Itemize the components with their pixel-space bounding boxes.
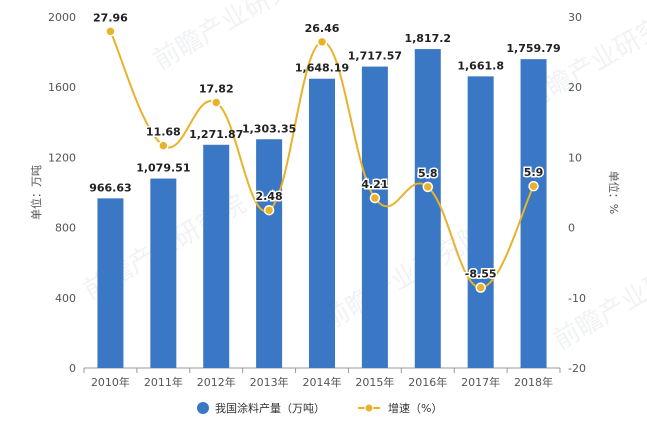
- x-tick-label: 2012年: [197, 375, 236, 389]
- line-series: [105, 26, 539, 293]
- line-point: [316, 36, 328, 48]
- legend-bar-label: 我国涂料产量（万吨）: [215, 401, 325, 415]
- bar: [150, 178, 177, 368]
- x-tick-label: 2010年: [91, 375, 130, 389]
- line-point: [158, 140, 169, 151]
- y-left-tick-label: 1600: [48, 81, 76, 94]
- line-value-label: 4.21: [361, 178, 388, 191]
- bar-value-label: 1,303.35: [242, 122, 296, 135]
- line-value-label: 11.68: [146, 126, 181, 139]
- x-tick-label: 2014年: [303, 375, 342, 389]
- bar-value-label: 1,717.57: [348, 50, 402, 63]
- y-right-tick-label: 20: [568, 81, 582, 94]
- bar-series: [97, 49, 547, 369]
- y-left-tick-label: 0: [69, 362, 76, 375]
- x-tick-label: 2016年: [408, 375, 447, 389]
- bar-value-label: 1,759.79: [506, 42, 560, 55]
- line-value-label: -8.55: [465, 268, 497, 281]
- watermark-text: 前瞻产业研究院: [549, 239, 647, 356]
- bar: [361, 66, 388, 368]
- y-right-tick-label: -10: [568, 292, 586, 305]
- bar: [97, 198, 124, 368]
- y-right-tick-label: 0: [568, 222, 575, 235]
- y-right-tick-label: -20: [568, 362, 586, 375]
- y-left-tick-label: 1200: [48, 151, 76, 164]
- line-point: [422, 181, 434, 193]
- data-labels: 966.631,079.511,271.871,303.351,648.191,…: [89, 10, 560, 282]
- bar: [256, 139, 283, 368]
- bar: [203, 144, 230, 368]
- bar-value-label: 966.63: [89, 181, 131, 194]
- line-point: [263, 204, 275, 216]
- legend-line-marker: [364, 403, 374, 413]
- line-value-label: 2.48: [256, 190, 283, 203]
- bar: [520, 59, 547, 368]
- x-tick-label: 2011年: [144, 375, 183, 389]
- line-value-label: 27.96: [93, 11, 128, 24]
- bar: [309, 78, 335, 369]
- line-value-label: 17.82: [199, 83, 234, 96]
- y-left-axis-title: 单位：万吨: [29, 165, 43, 220]
- legend: 我国涂料产量（万吨） 增速（%）: [197, 401, 442, 415]
- bar: [467, 76, 494, 369]
- bar-value-label: 1,648.19: [295, 62, 349, 75]
- x-tick-label: 2018年: [514, 375, 553, 389]
- bar-value-label: 1,271.87: [189, 128, 243, 141]
- y-right-axis-title: 单位：%: [607, 171, 621, 214]
- y-right-tick-label: 10: [568, 151, 582, 164]
- x-tick-label: 2015年: [355, 375, 394, 389]
- line-point: [369, 192, 381, 204]
- line-point: [528, 180, 539, 192]
- line-value-label: 5.9: [524, 166, 544, 179]
- line-point: [210, 97, 222, 108]
- line-point: [475, 282, 486, 293]
- y-left-tick-label: 2000: [48, 11, 76, 24]
- legend-bar-marker: [197, 402, 209, 414]
- y-left-tick-label: 800: [55, 222, 76, 235]
- y-left-tick-label: 400: [55, 292, 76, 305]
- bar-value-label: 1,079.51: [136, 162, 190, 175]
- line-value-label: 5.8: [418, 167, 438, 180]
- x-tick-label: 2017年: [461, 375, 500, 389]
- bar: [414, 49, 441, 369]
- legend-line-label: 增速（%）: [388, 401, 442, 415]
- bar-value-label: 1,817.2: [404, 32, 451, 45]
- y-right-tick-label: 30: [568, 11, 582, 24]
- bar-value-label: 1,661.8: [457, 59, 504, 72]
- line-point: [105, 26, 116, 37]
- x-tick-label: 2013年: [250, 375, 289, 389]
- line-value-label: 26.46: [305, 22, 340, 35]
- axes: 2010年 2011年 2012年 2013年 2014年 2015年 2016年 2017年…: [29, 11, 621, 389]
